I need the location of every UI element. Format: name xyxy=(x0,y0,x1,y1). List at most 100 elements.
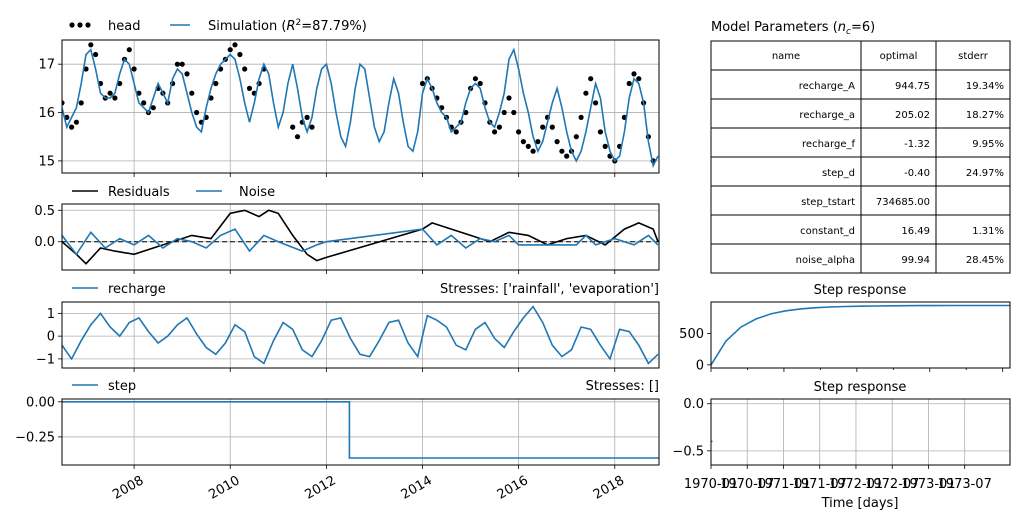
rch-ytick-label: −1 xyxy=(36,352,55,367)
params-cell-text: 28.45% xyxy=(966,255,1004,266)
head-point xyxy=(588,76,594,82)
params-cell xyxy=(860,127,937,158)
resp2-xtick-label: 1972-07 xyxy=(865,477,919,492)
step-xtick-label: 2016 xyxy=(495,473,531,503)
legend-residuals-label: Residuals xyxy=(108,185,170,200)
head-point xyxy=(78,100,84,106)
params-cell xyxy=(935,243,1011,274)
resp1-ytick-label: 500 xyxy=(679,327,704,342)
rch-ytick-label: 0 xyxy=(47,330,55,345)
head-point xyxy=(309,124,315,130)
recharge-response-line xyxy=(710,304,1010,366)
step-frame xyxy=(61,398,660,466)
legend-noise-label: Noise xyxy=(239,185,275,200)
legend-simulation: Simulation (R2=87.79%) xyxy=(170,18,367,34)
head-point xyxy=(294,134,301,140)
legend-residuals: Residuals Noise xyxy=(72,185,275,200)
params-row: step_d -0.40 24.97% xyxy=(710,156,1011,187)
recharge-stresses-label: Stresses: ['rainfall', 'evaporation'] xyxy=(440,282,659,297)
params-cell-text: -0.40 xyxy=(904,168,930,179)
head-point xyxy=(554,139,560,145)
head-point xyxy=(525,143,531,149)
params-cell xyxy=(860,69,937,100)
params-cell-text: step_tstart xyxy=(801,197,855,208)
resp2-xtick-label: 1973-07 xyxy=(938,477,992,492)
rch-ytick-label: 1 xyxy=(47,307,55,322)
head-point xyxy=(88,42,94,48)
params-cell-text: 1.31% xyxy=(972,226,1004,237)
params-cell-text: 734685.00 xyxy=(876,197,930,208)
params-cell xyxy=(860,98,937,129)
params-header-name: name xyxy=(772,51,800,62)
head-point xyxy=(477,80,483,87)
legend-simulation-r2-value: =87.79%) xyxy=(301,19,367,34)
head-point xyxy=(179,61,185,67)
params-header-row: name optimal stderr xyxy=(710,40,1011,71)
legend-recharge-label: recharge xyxy=(108,282,166,297)
params-cell-text: 18.27% xyxy=(966,110,1004,121)
head-point xyxy=(593,100,599,106)
params-row: step_tstart 734685.00 xyxy=(710,185,1011,216)
resp2-xtick-label: 1971-07 xyxy=(793,477,847,492)
params-title-sub: c xyxy=(846,27,851,37)
step-stresses-label: Stresses: [] xyxy=(586,379,659,394)
recharge-axes: −1 0 1 xyxy=(36,301,660,372)
recharge-step-response-axes: 0 500 xyxy=(679,301,1011,373)
recharge-response-title: Step response xyxy=(814,283,907,298)
step-xtick-label: 2008 xyxy=(110,473,146,503)
params-cell-text: recharge_A xyxy=(799,81,855,92)
resp1-ytick-label: 0 xyxy=(696,358,704,373)
head-point xyxy=(511,109,517,116)
response-xlabel: Time [days] xyxy=(821,496,899,511)
head-point xyxy=(150,105,156,111)
resp2-ytick-label: 0.0 xyxy=(683,397,704,412)
head-point xyxy=(69,124,75,130)
legend-step-label: step xyxy=(108,379,136,394)
params-title-sym: n xyxy=(838,20,846,35)
params-row: constant_d 16.49 1.31% xyxy=(710,214,1011,245)
head-observations xyxy=(62,42,656,164)
params-cell-text: constant_d xyxy=(800,226,855,237)
head-point xyxy=(540,124,546,130)
step-xtick-label: 2012 xyxy=(303,473,339,503)
params-row: recharge_a 205.02 18.27% xyxy=(710,98,1011,129)
head-point xyxy=(246,85,253,91)
head-point xyxy=(583,90,589,96)
res-ytick-label: 0.0 xyxy=(34,235,55,250)
main-frame xyxy=(61,39,660,174)
params-cell-text: 99.94 xyxy=(901,255,930,266)
step-line xyxy=(62,401,659,459)
head-point xyxy=(112,95,118,101)
params-cell-text: -1.32 xyxy=(904,139,930,150)
head-point xyxy=(93,51,99,58)
legend-head-label: head xyxy=(108,19,140,34)
rch-frame xyxy=(61,301,660,369)
step-xtick-label: 2010 xyxy=(206,473,242,503)
head-point xyxy=(516,129,522,135)
legend-simulation-r2-sup: 2 xyxy=(296,18,302,28)
params-header-stderr: stderr xyxy=(958,51,989,62)
head-point xyxy=(131,66,137,72)
head-point xyxy=(636,76,642,82)
head-point xyxy=(419,80,426,87)
head-point xyxy=(194,109,200,116)
head-point xyxy=(290,124,296,130)
head-point xyxy=(520,139,527,145)
legend-head: head xyxy=(69,19,140,34)
params-cell xyxy=(860,185,937,216)
head-point xyxy=(602,143,608,149)
head-point xyxy=(496,124,502,130)
head-point xyxy=(304,114,310,120)
resp1-frame xyxy=(710,301,1011,369)
params-header-optimal: optimal xyxy=(880,51,918,62)
params-cell-text: noise_alpha xyxy=(796,255,855,266)
head-point xyxy=(232,42,238,48)
resp2-xtick-label: 1970-07 xyxy=(720,477,774,492)
params-cell xyxy=(710,69,862,100)
head-point xyxy=(174,61,180,67)
head-point xyxy=(530,148,536,154)
head-point xyxy=(597,129,604,135)
main-ytick-label: 17 xyxy=(38,58,55,73)
head-point xyxy=(62,100,65,106)
legend-main: head Simulation (R2=87.79%) xyxy=(69,18,367,34)
